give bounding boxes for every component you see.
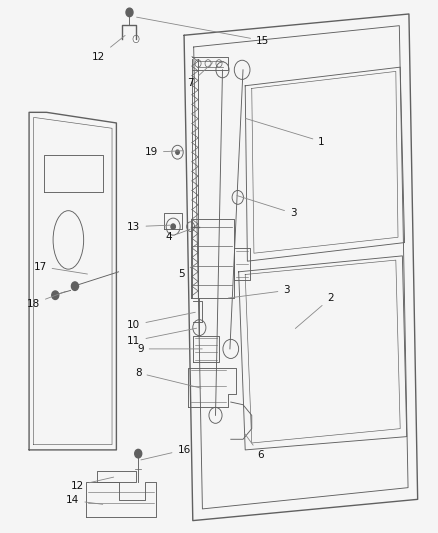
Text: 2: 2 (295, 293, 334, 328)
Text: 1: 1 (246, 118, 325, 147)
Text: 10: 10 (127, 312, 195, 330)
Text: 16: 16 (141, 445, 191, 460)
Circle shape (171, 224, 175, 229)
Text: 5: 5 (179, 265, 193, 279)
Text: 6: 6 (245, 433, 264, 460)
Text: 3: 3 (228, 286, 290, 298)
Circle shape (52, 291, 59, 300)
Text: 9: 9 (137, 344, 202, 354)
Circle shape (71, 282, 78, 290)
Text: 17: 17 (33, 262, 88, 274)
Circle shape (135, 449, 142, 458)
Circle shape (176, 150, 179, 155)
Text: 3: 3 (237, 196, 297, 219)
Text: 12: 12 (71, 477, 114, 490)
Text: 15: 15 (137, 17, 269, 45)
Text: 18: 18 (27, 292, 66, 309)
Text: 19: 19 (145, 147, 183, 157)
Text: 8: 8 (135, 368, 201, 388)
Text: 14: 14 (66, 495, 103, 505)
Circle shape (133, 35, 139, 43)
Circle shape (126, 8, 133, 17)
Text: 11: 11 (127, 328, 197, 346)
Text: 7: 7 (187, 63, 212, 88)
Text: 4: 4 (166, 229, 190, 243)
Text: 13: 13 (127, 222, 170, 232)
Text: 12: 12 (92, 35, 125, 61)
